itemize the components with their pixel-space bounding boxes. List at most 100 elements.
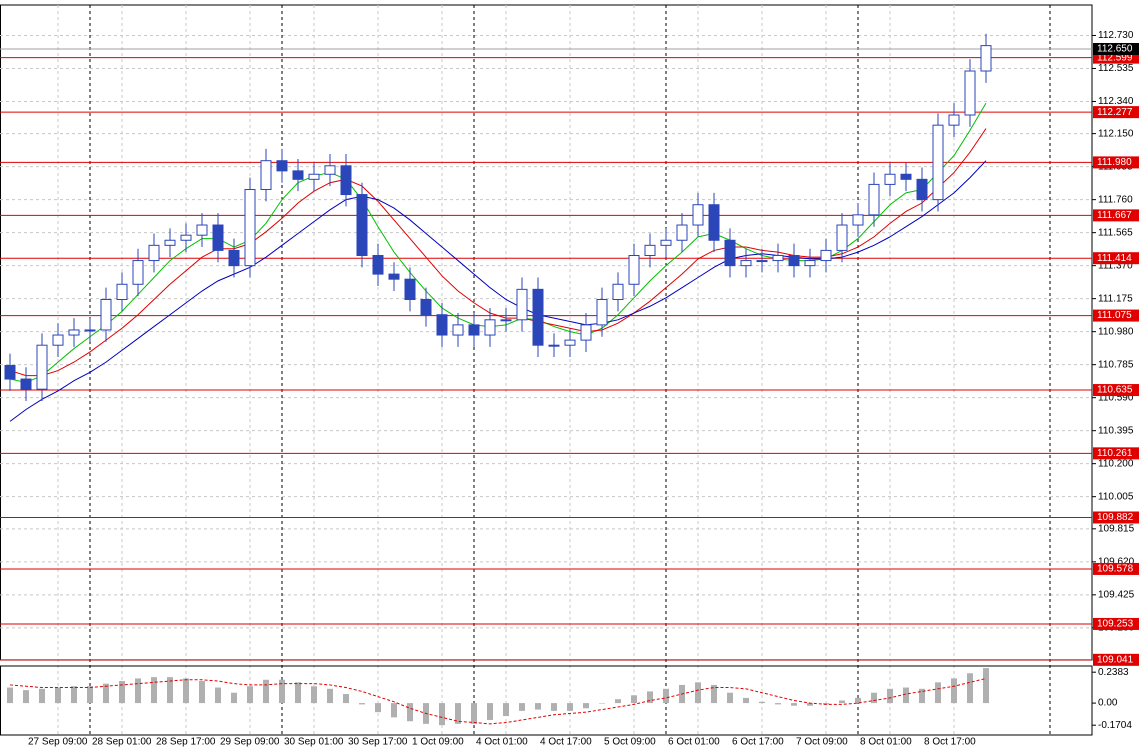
- candle-body: [804, 260, 816, 267]
- candle-body: [964, 70, 976, 116]
- candle-body: [36, 344, 48, 390]
- candle-body: [292, 170, 304, 180]
- y-tick-label: 0.2383: [1098, 667, 1129, 678]
- candle-body: [420, 298, 432, 316]
- x-tick-label: 8 Oct 01:00: [860, 737, 912, 748]
- candle-body: [84, 329, 96, 332]
- x-tick-label: 7 Oct 09:00: [796, 737, 848, 748]
- x-tick-label: 28 Sep 01:00: [92, 737, 152, 748]
- x-tick-label: 30 Sep 01:00: [284, 737, 344, 748]
- candle-body: [948, 114, 960, 126]
- histogram-bar: [311, 686, 317, 704]
- y-tick-label: 110.980: [1098, 326, 1134, 337]
- x-tick-label: 28 Sep 17:00: [156, 737, 216, 748]
- histogram-bar: [279, 679, 285, 704]
- candle-body: [356, 194, 368, 256]
- histogram-bar: [359, 703, 365, 705]
- histogram-bar: [743, 697, 749, 704]
- histogram-bar: [71, 686, 77, 704]
- histogram-bar: [663, 688, 669, 704]
- candle-body: [196, 224, 208, 236]
- candle-body: [52, 334, 64, 346]
- candle-body: [532, 288, 544, 346]
- y-tick-label: 110.590: [1098, 392, 1134, 403]
- histogram-bar: [967, 673, 973, 704]
- y-tick-label: 110.785: [1098, 359, 1134, 370]
- histogram-bar: [583, 703, 589, 709]
- histogram-bar: [791, 703, 797, 706]
- candle-body: [980, 45, 992, 72]
- candle-body: [708, 204, 720, 241]
- indicator-border: [0, 665, 1093, 736]
- level-label-box: [1093, 209, 1139, 222]
- histogram-bar: [615, 699, 621, 704]
- histogram-bar: [951, 678, 957, 704]
- candle-body: [436, 314, 448, 336]
- candle-body: [116, 283, 128, 300]
- histogram-bar: [535, 703, 541, 710]
- histogram-bar: [503, 703, 509, 717]
- x-tick-label: 1 Oct 09:00: [412, 737, 464, 748]
- candle-body: [452, 324, 464, 336]
- candle-body: [660, 239, 672, 246]
- histogram-bar: [119, 681, 125, 704]
- y-tick-label: -0.1704: [1098, 720, 1132, 731]
- histogram-bar: [599, 703, 605, 704]
- histogram-bar: [23, 690, 29, 704]
- histogram-bar: [823, 703, 829, 705]
- x-tick-label: 8 Oct 17:00: [924, 737, 976, 748]
- level-label-box: [1093, 562, 1139, 575]
- x-tick-label: 6 Oct 01:00: [668, 737, 720, 748]
- histogram-bar: [231, 692, 237, 704]
- level-label: 110.261: [1097, 448, 1133, 459]
- y-tick-label: 110.005: [1098, 491, 1134, 502]
- candle-body: [628, 254, 640, 285]
- histogram-bar: [103, 683, 109, 704]
- candle-body: [772, 254, 784, 262]
- candle-body: [516, 288, 528, 321]
- level-label: 109.882: [1097, 512, 1134, 523]
- level-label-box: [1093, 511, 1139, 524]
- y-tick-label: 111.760: [1098, 194, 1133, 205]
- y-tick-label: 110.395: [1098, 425, 1134, 436]
- level-label: 112.277: [1097, 107, 1133, 118]
- histogram-bar: [727, 692, 733, 704]
- level-label-box: [1093, 653, 1139, 666]
- level-label-box: [1093, 447, 1139, 460]
- level-label-box: [1093, 156, 1139, 169]
- histogram-bar: [135, 678, 141, 704]
- histogram-bar: [983, 668, 989, 704]
- y-tick-label: 111.370: [1098, 260, 1133, 271]
- candle-body: [20, 378, 32, 390]
- histogram-bar: [167, 677, 173, 704]
- candle-body: [244, 188, 256, 267]
- level-label: 111.667: [1097, 210, 1132, 221]
- histogram-bar: [55, 687, 61, 704]
- candle-body: [228, 249, 240, 267]
- histogram-bar: [903, 687, 909, 704]
- y-tick-label: 110.200: [1098, 458, 1134, 469]
- x-tick-label: 30 Sep 17:00: [348, 737, 408, 748]
- x-tick-label: 4 Oct 01:00: [476, 737, 528, 748]
- histogram-bar: [407, 703, 413, 722]
- level-label-box: [1093, 252, 1139, 265]
- histogram-bar: [87, 686, 93, 704]
- candle-body: [836, 224, 848, 251]
- candle-body: [324, 165, 336, 175]
- candle-body: [132, 260, 144, 285]
- candle-body: [388, 273, 400, 280]
- candle-body: [564, 339, 576, 346]
- candle-body: [740, 260, 752, 267]
- candle-body: [884, 173, 896, 185]
- histogram-bar: [519, 703, 525, 711]
- histogram-bar: [455, 703, 461, 724]
- y-tick-label: 112.535: [1098, 63, 1134, 74]
- y-tick-label: 0.00: [1098, 698, 1118, 709]
- histogram-bar: [151, 677, 157, 704]
- level-label: 111.414: [1097, 253, 1132, 264]
- x-tick-label: 29 Sep 09:00: [220, 737, 280, 748]
- candle-body: [932, 124, 944, 201]
- y-tick-label: 111.565: [1098, 227, 1133, 238]
- candle-body: [756, 260, 768, 263]
- level-label: 111.075: [1097, 310, 1132, 321]
